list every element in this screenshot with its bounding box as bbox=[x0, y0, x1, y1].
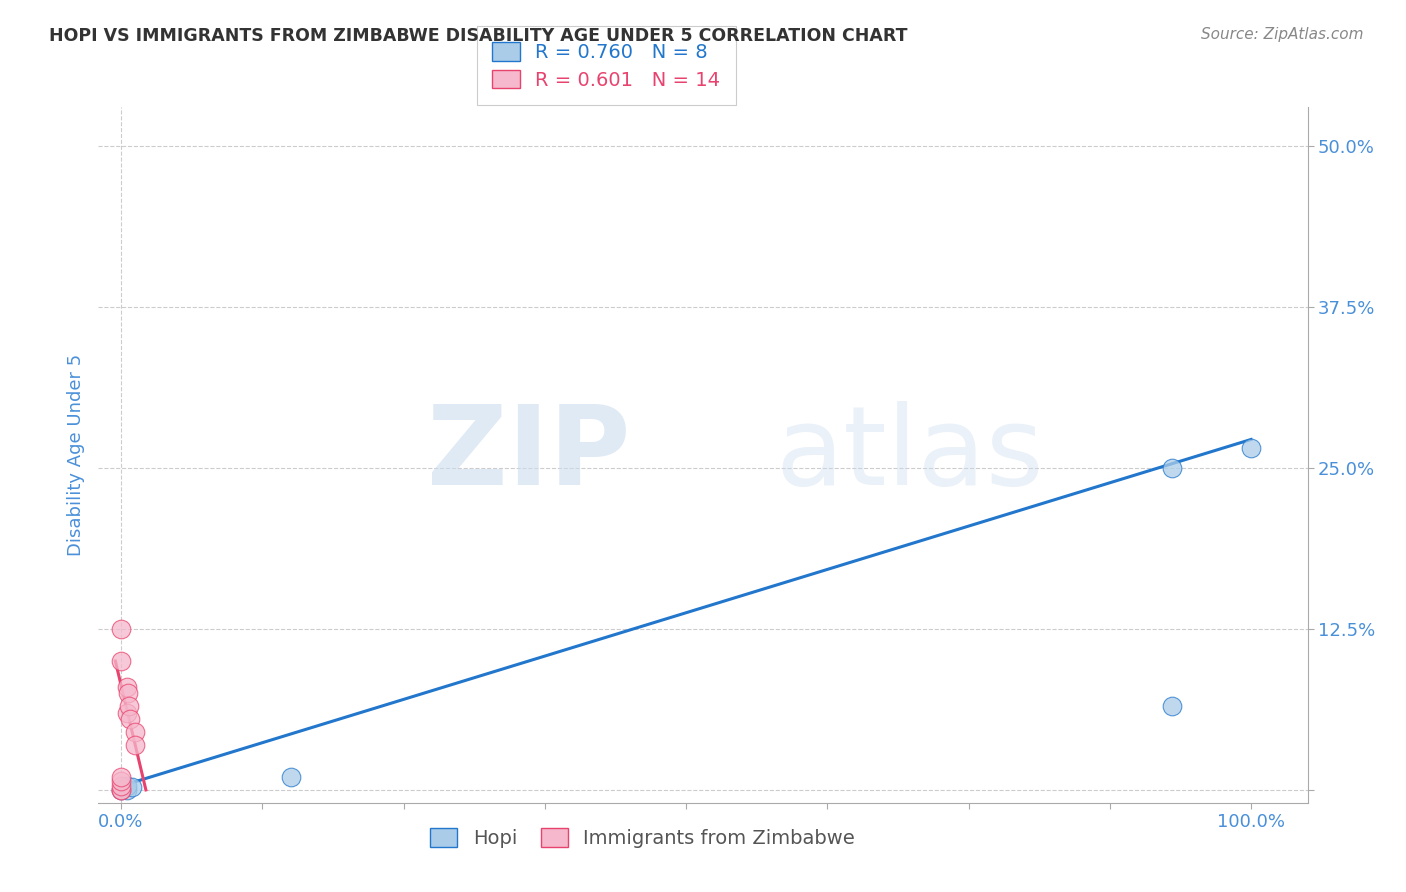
Point bbox=[110, 622, 132, 636]
Point bbox=[110, 783, 132, 797]
Point bbox=[124, 738, 146, 752]
Text: atlas: atlas bbox=[776, 401, 1045, 508]
Text: ZIP: ZIP bbox=[427, 401, 630, 508]
Point bbox=[120, 712, 142, 726]
Point bbox=[115, 779, 138, 793]
Point bbox=[110, 770, 132, 784]
Point bbox=[117, 686, 139, 700]
Point bbox=[110, 654, 132, 668]
Point bbox=[110, 779, 132, 793]
Text: Source: ZipAtlas.com: Source: ZipAtlas.com bbox=[1201, 27, 1364, 42]
Point bbox=[115, 680, 138, 694]
Point bbox=[115, 783, 138, 797]
Point bbox=[118, 699, 141, 714]
Y-axis label: Disability Age Under 5: Disability Age Under 5 bbox=[66, 354, 84, 556]
Point bbox=[110, 783, 132, 797]
Text: HOPI VS IMMIGRANTS FROM ZIMBABWE DISABILITY AGE UNDER 5 CORRELATION CHART: HOPI VS IMMIGRANTS FROM ZIMBABWE DISABIL… bbox=[49, 27, 908, 45]
Point bbox=[110, 773, 132, 788]
Point bbox=[115, 706, 138, 720]
Point bbox=[124, 725, 146, 739]
Point bbox=[1161, 699, 1184, 714]
Point bbox=[280, 770, 302, 784]
Point bbox=[1240, 442, 1263, 456]
Point bbox=[121, 780, 143, 795]
Point bbox=[110, 783, 132, 797]
Point bbox=[1161, 460, 1184, 475]
Legend: Hopi, Immigrants from Zimbabwe: Hopi, Immigrants from Zimbabwe bbox=[422, 821, 863, 855]
